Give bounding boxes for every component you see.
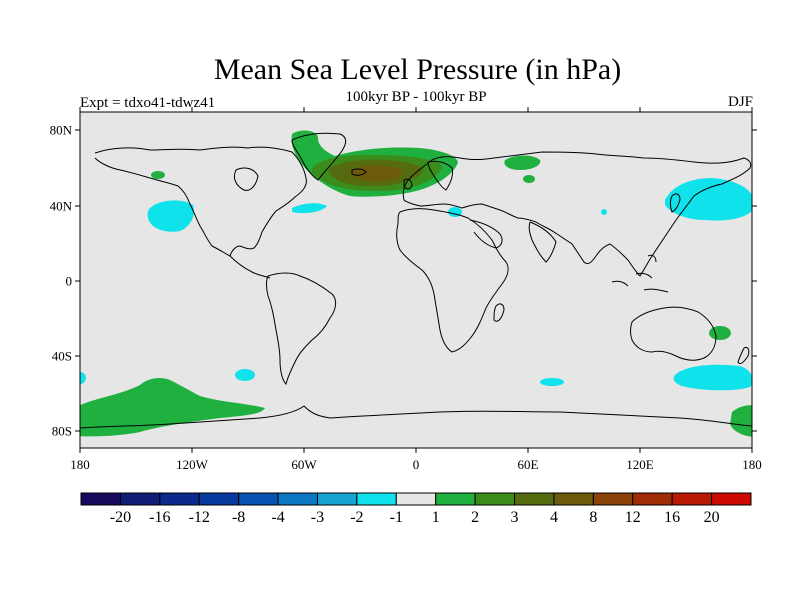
southwest-edge-cyan-spot — [80, 372, 86, 384]
colorbar-label: 12 — [625, 509, 641, 526]
coast-arabia — [469, 219, 503, 249]
coast-australia — [630, 306, 717, 361]
colorbar-label: -12 — [189, 509, 210, 526]
lat-label: 40S — [52, 349, 72, 364]
lon-label: 0 — [413, 457, 420, 472]
latitude-labels: 80N 40N 0 40S 80S — [50, 123, 73, 439]
colorbar-swatch — [514, 492, 555, 506]
south-pacific-cyan-spot — [235, 369, 255, 381]
north-atlantic-brown-region — [350, 165, 403, 182]
colorbar-label: 2 — [471, 509, 479, 526]
southern-ocean-green-region — [80, 377, 265, 437]
coast-hudson-bay — [233, 167, 259, 191]
north-atlantic-cyan-region — [292, 203, 327, 214]
colorbar-label: 1 — [432, 509, 440, 526]
colorbar-swatch — [474, 492, 516, 506]
coast-central-america — [229, 255, 271, 279]
asia-cyan-spot — [601, 209, 607, 215]
season-label: DJF — [727, 94, 753, 110]
coast-japan — [670, 193, 681, 213]
alaska-green-spot — [151, 171, 165, 179]
colorbar-label: 16 — [664, 509, 680, 526]
colorbar-swatch — [119, 492, 161, 506]
coast-india — [528, 221, 557, 263]
australia-green-spot — [709, 326, 731, 340]
colorbar-label: -8 — [232, 509, 245, 526]
coastlines — [80, 132, 752, 429]
coast-north-america — [94, 146, 307, 257]
lon-label: 60E — [518, 457, 539, 472]
lon-label: 120E — [626, 457, 654, 472]
lon-label: 120W — [176, 457, 209, 472]
coast-madagascar — [493, 303, 505, 322]
colorbar-label: 4 — [550, 509, 558, 526]
map-title: Mean Sea Level Pressure (in hPa) — [213, 53, 622, 86]
colorbar-swatch — [159, 492, 200, 506]
colorbar-label: -4 — [271, 509, 284, 526]
south-indian-cyan-spot — [540, 378, 564, 386]
colorbar-swatch — [632, 492, 673, 506]
longitude-labels: 180 120W 60W 0 60E 120E 180 — [70, 457, 762, 472]
colorbar-label: 20 — [704, 509, 720, 526]
lat-label: 80N — [50, 123, 73, 138]
coast-british-isles — [403, 178, 413, 190]
lon-label: 180 — [70, 457, 90, 472]
colorbar-swatch — [198, 492, 240, 506]
colorbar-swatch — [238, 492, 279, 506]
lat-label: 0 — [66, 274, 73, 289]
colorbar-swatch — [80, 492, 121, 506]
colorbar-label: 3 — [511, 509, 519, 526]
colorbar-label: -3 — [311, 509, 324, 526]
colorbar-labels: -20 -16 -12 -8 -4 -3 -2 -1 1 2 3 4 8 12 16 20 — [110, 509, 720, 526]
coast-south-america — [266, 272, 337, 385]
colorbar-swatch — [356, 492, 397, 506]
northwest-pacific-cyan-region — [665, 178, 752, 221]
colorbar-swatch — [435, 492, 476, 506]
colorbar-label: 8 — [589, 509, 597, 526]
siberia-green-spot — [523, 175, 535, 183]
anomaly-fields — [80, 130, 752, 437]
colorbar-swatch — [553, 492, 594, 506]
colorbar-swatch — [711, 492, 752, 506]
north-pacific-cyan-region — [147, 200, 194, 232]
coast-southeast-asia-islands — [611, 254, 669, 293]
lon-label: 60W — [291, 457, 317, 472]
axis-ticks — [75, 107, 757, 453]
lon-label: 180 — [742, 457, 762, 472]
colorbar — [80, 492, 752, 506]
coast-new-zealand — [737, 347, 750, 365]
colorbar-label: -2 — [350, 509, 363, 526]
coast-eurasia — [402, 151, 752, 277]
lat-label: 80S — [52, 424, 72, 439]
colorbar-swatch — [277, 492, 318, 506]
experiment-label: Expt = tdxo41-tdwz41 — [80, 95, 216, 111]
colorbar-label: -20 — [110, 509, 131, 526]
colorbar-swatch — [592, 492, 634, 506]
colorbar-swatch — [395, 492, 437, 506]
coast-africa — [396, 208, 509, 353]
coast-scandinavia — [427, 160, 453, 191]
coast-greenland — [291, 132, 347, 181]
map-subtitle: 100kyr BP - 100kyr BP — [345, 89, 487, 105]
colorbar-label: -16 — [149, 509, 170, 526]
south-of-australia-cyan-region — [673, 364, 752, 391]
colorbar-label: -1 — [390, 509, 403, 526]
coast-antarctica — [80, 405, 752, 429]
colorbar-swatch — [671, 492, 713, 506]
siberia-green-region — [504, 155, 541, 170]
southeast-edge-green-region — [730, 405, 752, 437]
lat-label: 40N — [50, 199, 73, 214]
colorbar-swatch — [316, 492, 358, 506]
coast-iceland — [351, 168, 367, 176]
